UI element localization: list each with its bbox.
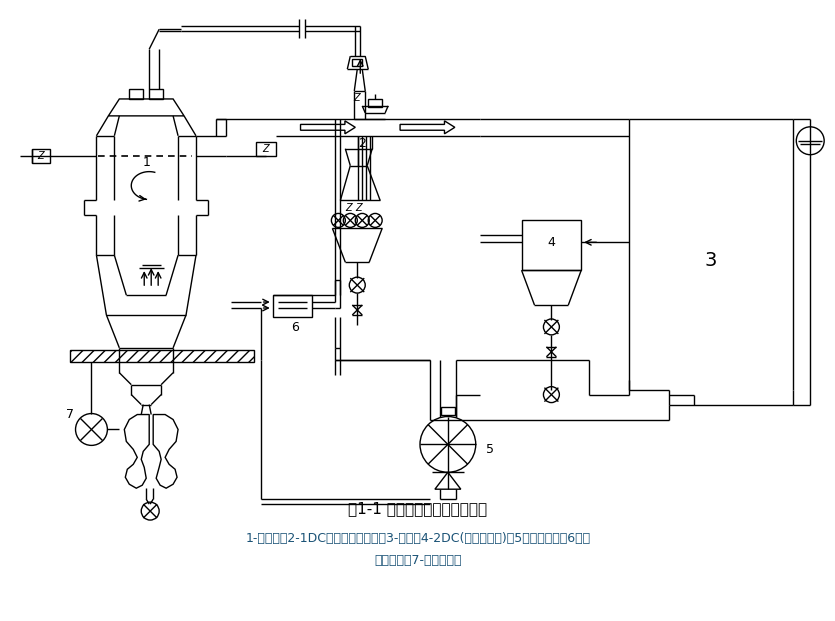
Bar [69, 350, 254, 362]
Bar [441, 407, 455, 415]
Bar [273, 295, 312, 317]
Bar [256, 142, 276, 156]
Text: 图1-1 干熄焦工艺流程图示意图: 图1-1 干熄焦工艺流程图示意图 [348, 502, 488, 517]
Text: 水预热器；7-旋转密封阀: 水预热器；7-旋转密封阀 [374, 555, 462, 568]
Text: Z: Z [345, 204, 352, 214]
Bar [32, 148, 49, 163]
Bar [352, 59, 362, 66]
Bar [149, 89, 163, 99]
Text: 4: 4 [548, 236, 555, 249]
Text: 2: 2 [358, 137, 367, 150]
Text: 7: 7 [66, 408, 73, 421]
Bar [129, 89, 144, 99]
Text: Z: Z [262, 143, 269, 154]
Text: 5: 5 [486, 443, 493, 456]
Text: Z: Z [353, 93, 360, 103]
Text: 1-干熄炉；2-1DC（一次除尘器）；3-锅炉；4-2DC(二次除尘器)；5一循环风机；6一给: 1-干熄炉；2-1DC（一次除尘器）；3-锅炉；4-2DC(二次除尘器)；5一循… [245, 532, 590, 545]
Bar [368, 99, 382, 107]
Text: 6: 6 [291, 322, 300, 335]
Text: 1: 1 [142, 156, 150, 169]
Text: 3: 3 [705, 251, 717, 270]
Text: Z: Z [38, 151, 44, 161]
Text: Z: Z [355, 204, 362, 214]
Bar [522, 220, 581, 270]
